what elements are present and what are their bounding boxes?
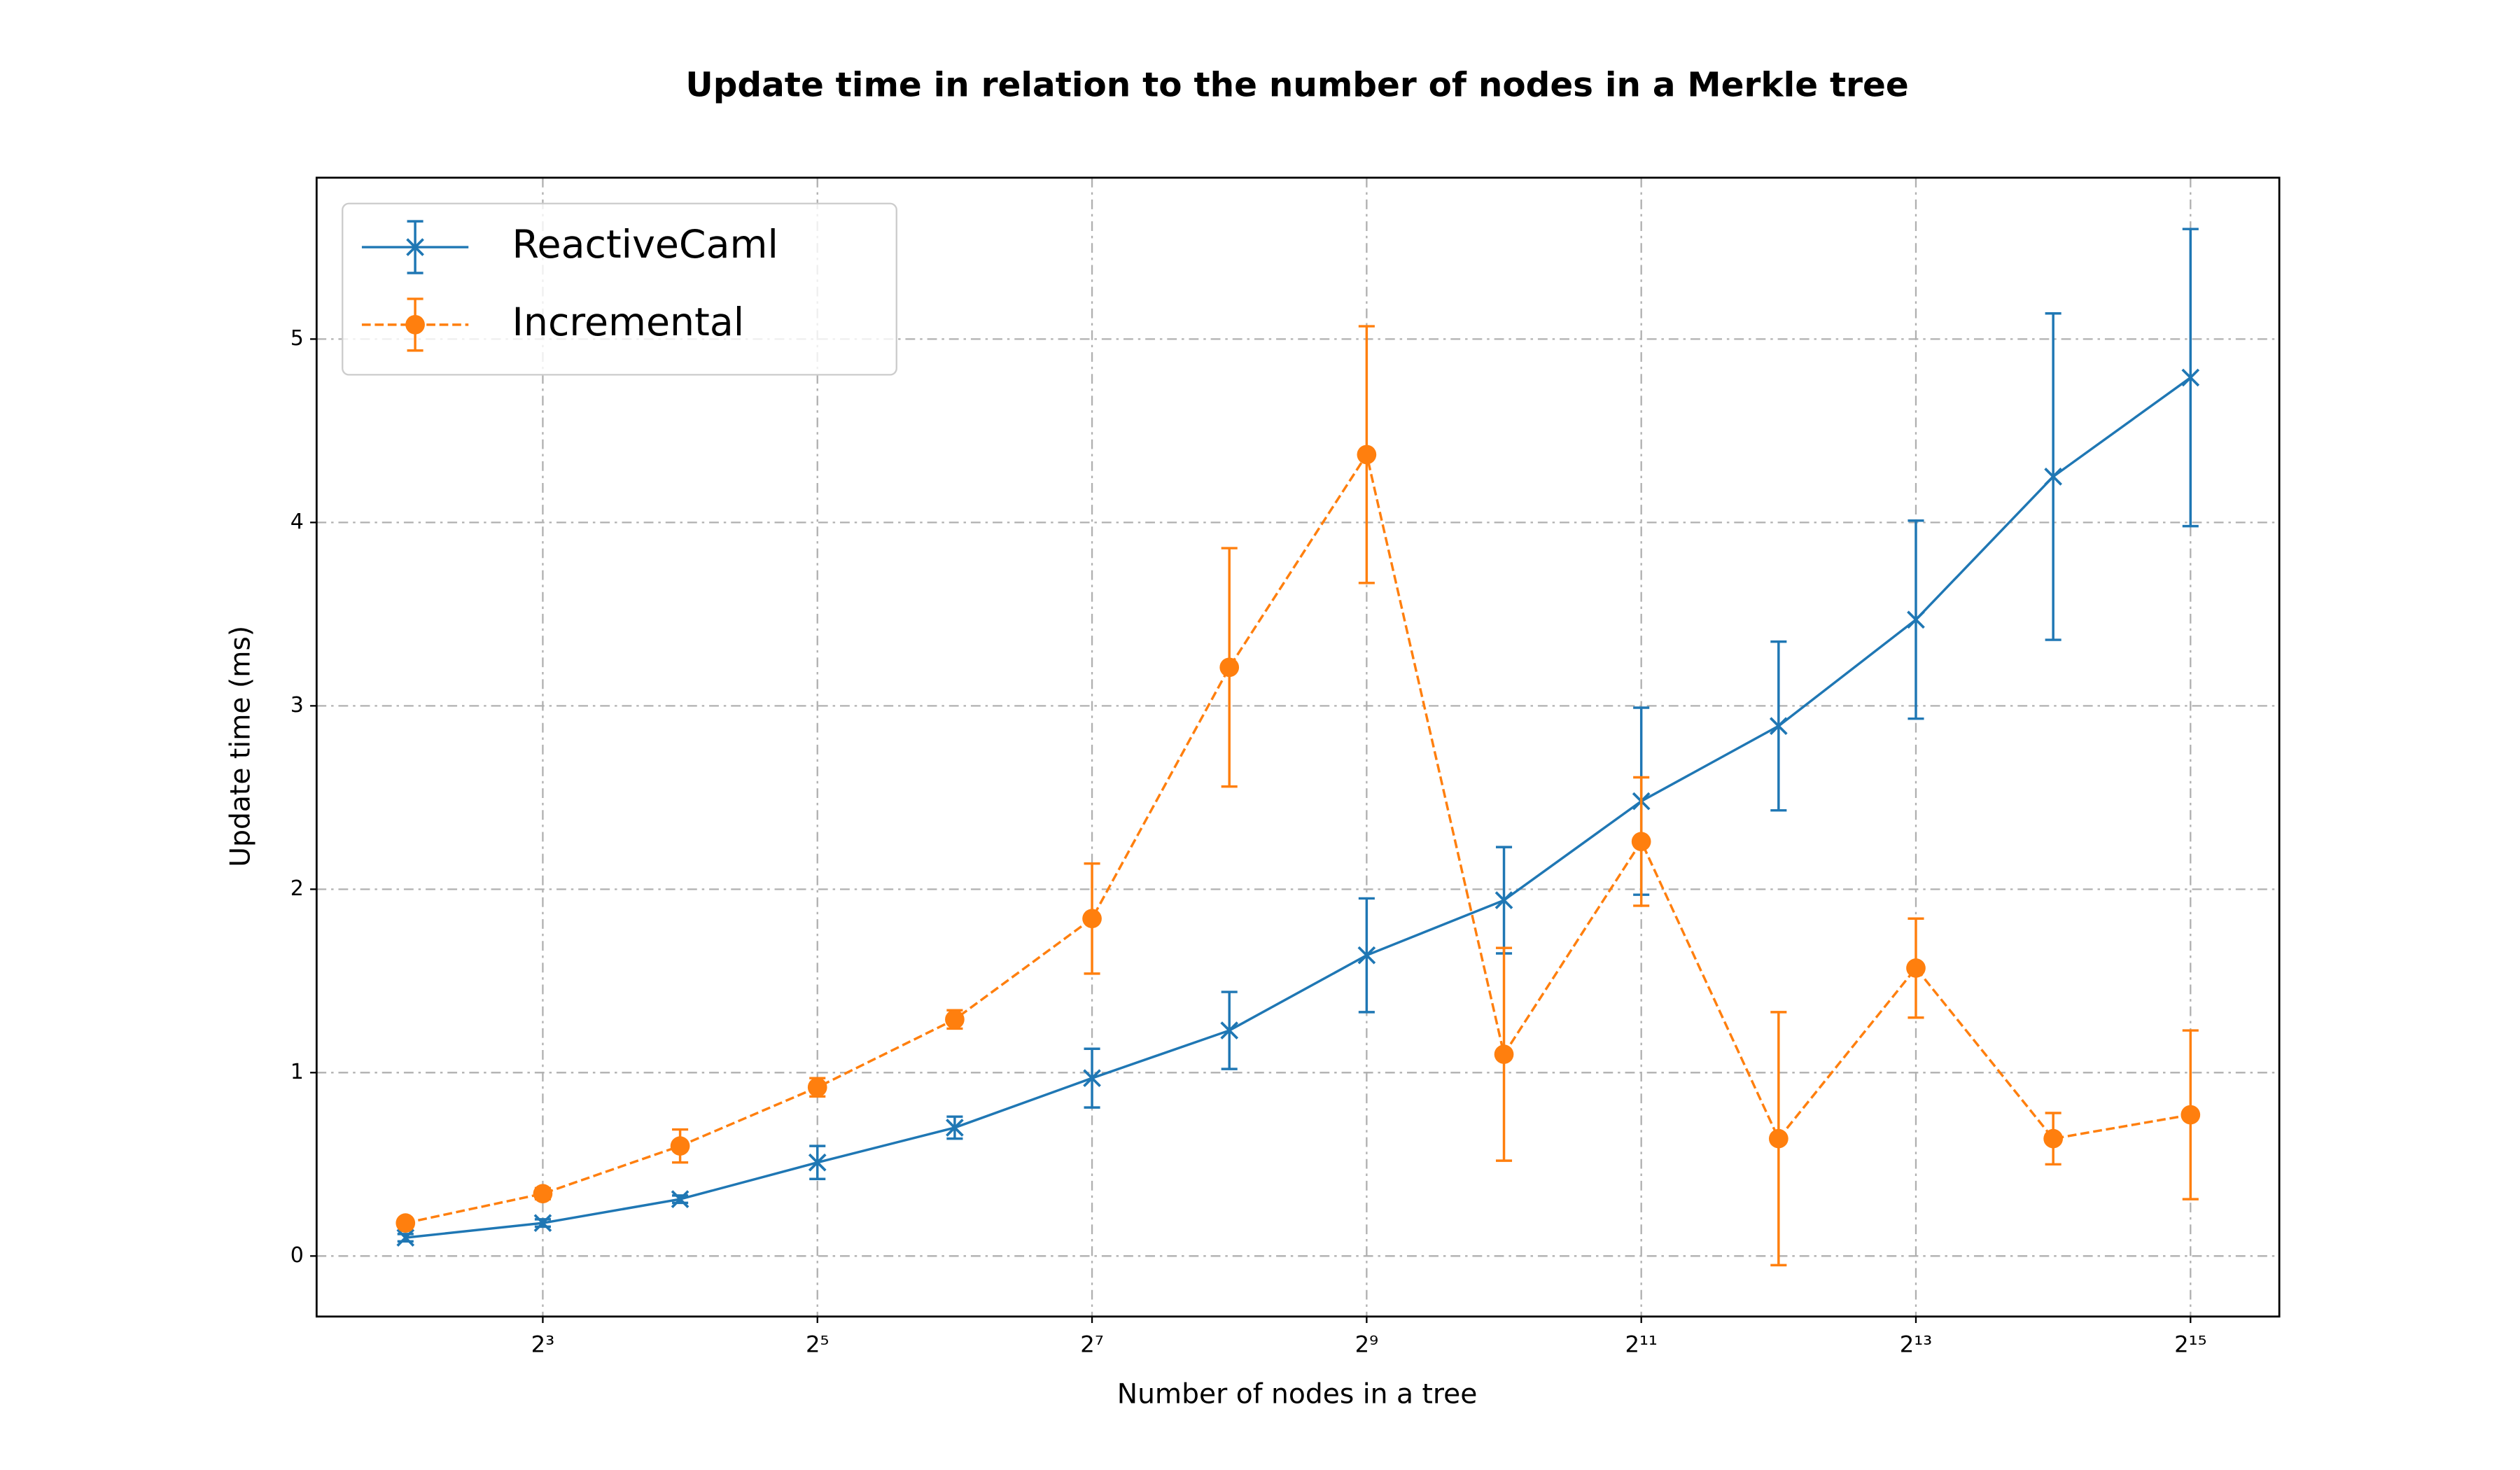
- legend-entry: ReactiveCaml: [361, 220, 778, 274]
- y-tick-label: 1: [290, 1060, 304, 1084]
- marker: [2181, 368, 2200, 387]
- marker: [1631, 832, 1651, 852]
- y-tick-label: 0: [290, 1243, 304, 1268]
- marker: [2044, 468, 2062, 486]
- marker: [1769, 717, 1788, 736]
- y-axis-label: Update time (ms): [225, 626, 257, 867]
- legend-entry: Incremental: [361, 298, 745, 352]
- legend-label: ReactiveCaml: [512, 223, 778, 267]
- marker: [1357, 444, 1377, 465]
- marker: [396, 1213, 416, 1233]
- marker: [945, 1009, 965, 1030]
- x-tick-label: 2⁵: [806, 1331, 830, 1357]
- marker: [1220, 1021, 1239, 1040]
- x-tick-label: 2⁷: [1080, 1331, 1104, 1357]
- marker: [1082, 909, 1102, 929]
- plot-frame: [315, 176, 2281, 1318]
- marker: [1907, 610, 1925, 629]
- marker: [1219, 657, 1240, 678]
- marker: [808, 1153, 827, 1172]
- marker: [2043, 1128, 2063, 1149]
- marker: [671, 1190, 690, 1208]
- marker: [2180, 1105, 2201, 1125]
- marker: [946, 1119, 964, 1137]
- marker: [533, 1214, 552, 1233]
- legend-marker: [405, 315, 425, 335]
- series: [396, 227, 2200, 1247]
- marker: [396, 1228, 415, 1247]
- x-tick-label: 2¹¹: [1625, 1331, 1657, 1357]
- x-tick-label: 2⁹: [1355, 1331, 1379, 1357]
- marker: [1494, 891, 1513, 909]
- y-tick-label: 2: [290, 876, 304, 901]
- series: [396, 325, 2201, 1267]
- chart-title: Update time in relation to the number of…: [685, 66, 1908, 105]
- x-tick-label: 2¹³: [1900, 1331, 1932, 1357]
- marker: [1768, 1128, 1788, 1149]
- y-tick-label: 5: [290, 326, 304, 351]
- marker: [533, 1184, 553, 1204]
- y-tick-label: 3: [290, 693, 304, 718]
- marker: [1083, 1069, 1101, 1088]
- series-line: [405, 451, 2191, 1224]
- marker: [807, 1077, 827, 1098]
- x-axis-label: Number of nodes in a tree: [1117, 1378, 1478, 1410]
- marker: [1494, 1044, 1514, 1064]
- marker: [1357, 946, 1376, 965]
- y-tick-label: 4: [290, 510, 304, 534]
- x-tick-label: 2¹⁵: [2174, 1331, 2206, 1357]
- marker: [670, 1136, 690, 1156]
- marker: [1906, 958, 1926, 978]
- x-tick-label: 2³: [531, 1331, 555, 1357]
- series-line: [405, 377, 2192, 1239]
- legend-marker: [406, 238, 424, 256]
- legend-label: Incremental: [512, 300, 745, 345]
- legend-box: [342, 202, 897, 376]
